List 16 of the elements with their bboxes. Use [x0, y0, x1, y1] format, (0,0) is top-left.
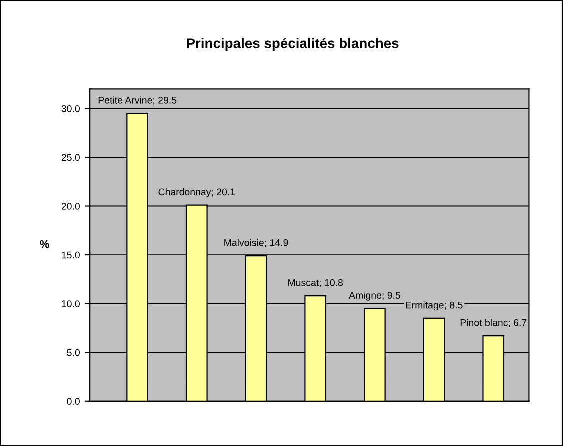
y-tick-label: 5.0 — [67, 349, 80, 356]
y-tick-label: 0.0 — [67, 398, 80, 406]
chart-title: Principales spécialités blanches — [187, 38, 399, 52]
y-tick-label: 25.0 — [62, 154, 80, 162]
data-label: Muscat; 10.8 — [288, 279, 343, 288]
y-tick-label: 30.0 — [62, 105, 80, 112]
y-tick-label: 10.0 — [62, 300, 80, 308]
data-label: Petite Arvine; 29.5 — [98, 96, 177, 106]
y-tick-label: 15.0 — [62, 252, 80, 259]
data-label: Amigne; 9.5 — [349, 292, 400, 301]
y-axis-title: % — [40, 240, 50, 248]
data-label: Ermitage; 8.5 — [406, 302, 463, 311]
data-label: Pinot blanc; 6.7 — [460, 319, 527, 328]
data-label: Malvoisie; 14.9 — [224, 239, 288, 248]
y-tick-label: 20.0 — [62, 203, 80, 210]
data-label: Chardonnay; 20.1 — [158, 188, 236, 198]
